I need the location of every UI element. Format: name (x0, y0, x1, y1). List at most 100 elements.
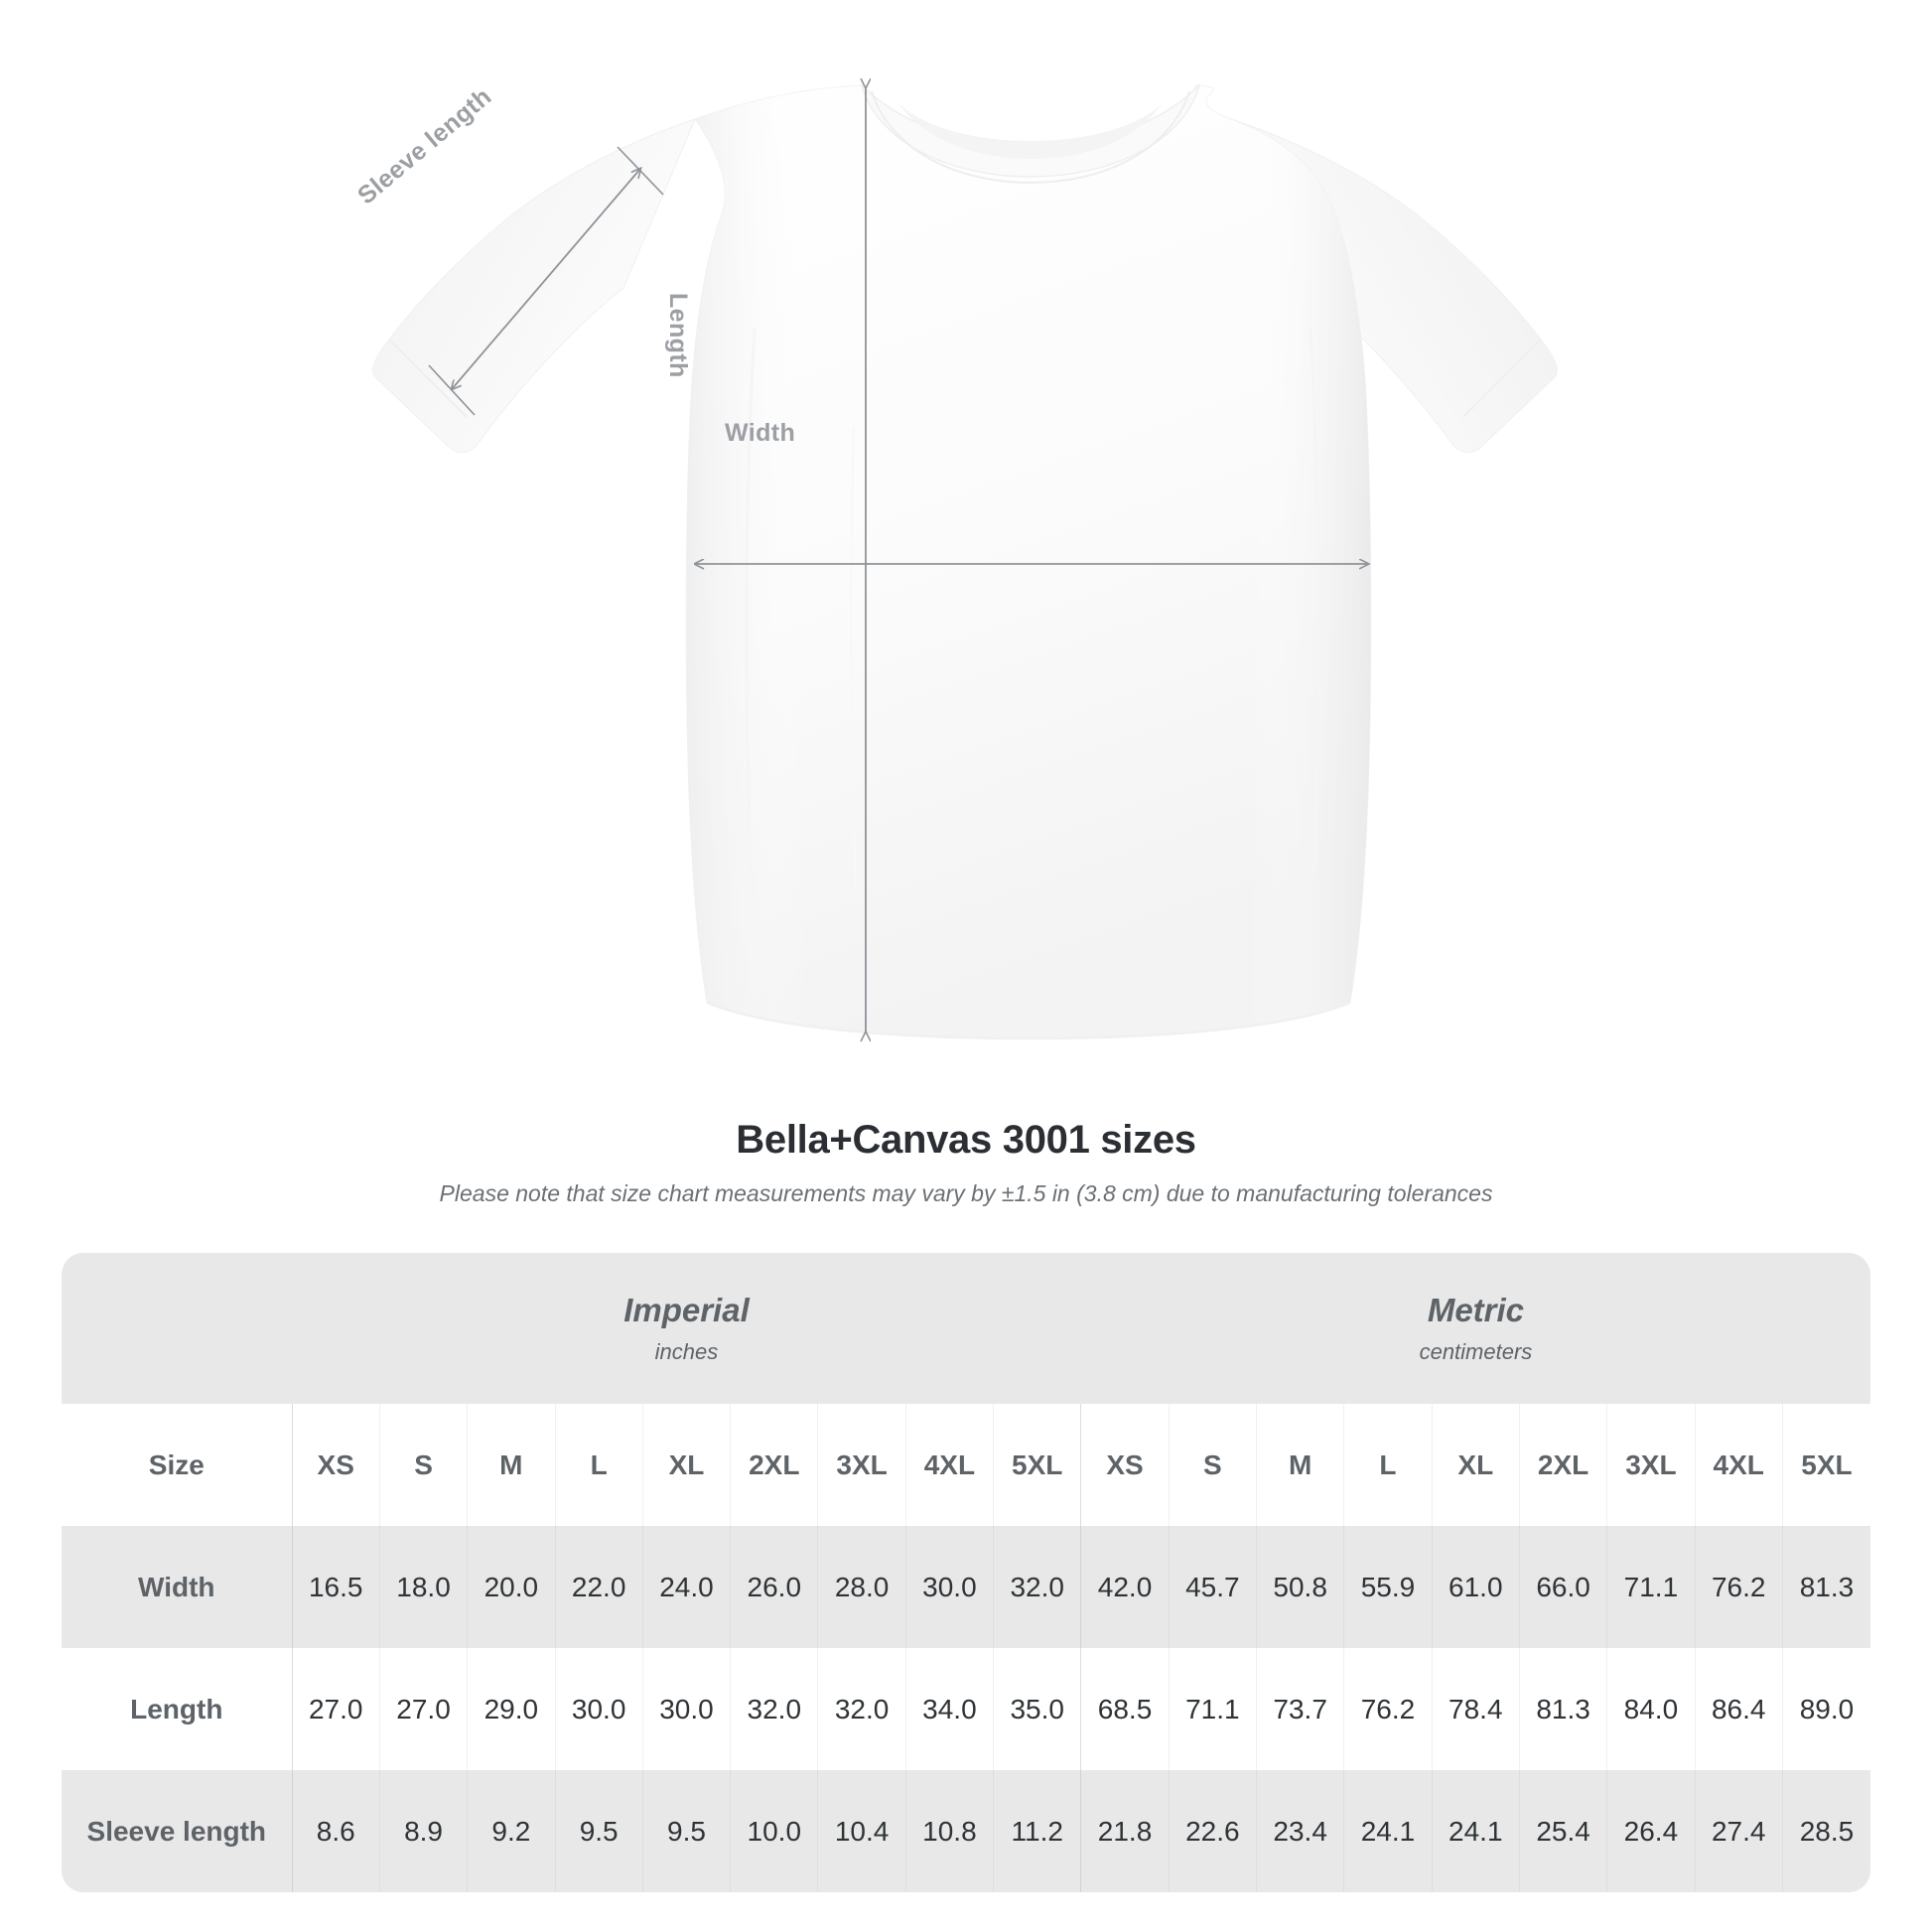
size-col-imperial-L: L (554, 1404, 643, 1526)
row-header-sleeve-length: Sleeve length (62, 1770, 293, 1892)
cell-imperial: 18.0 (378, 1526, 468, 1648)
size-col-imperial-M: M (467, 1404, 555, 1526)
cell-metric: 24.1 (1343, 1770, 1433, 1892)
cell-imperial: 27.0 (378, 1648, 468, 1770)
cell-metric: 55.9 (1343, 1526, 1433, 1648)
cell-imperial: 20.0 (467, 1526, 555, 1648)
unit-header-row: Imperial inches Metric centimeters (62, 1253, 1870, 1404)
cell-imperial: 30.0 (904, 1526, 994, 1648)
size-col-metric-L: L (1343, 1404, 1433, 1526)
size-col-imperial-2XL: 2XL (730, 1404, 818, 1526)
size-col-imperial-5XL: 5XL (993, 1404, 1081, 1526)
length-label: Length (664, 293, 692, 378)
cell-imperial: 8.6 (291, 1770, 380, 1892)
cell-imperial: 32.0 (993, 1526, 1081, 1648)
size-col-imperial-S: S (378, 1404, 468, 1526)
cell-metric: 89.0 (1781, 1648, 1870, 1770)
cell-metric: 25.4 (1518, 1770, 1607, 1892)
cell-imperial: 28.0 (817, 1526, 906, 1648)
cell-imperial: 35.0 (993, 1648, 1081, 1770)
cell-imperial: 34.0 (904, 1648, 994, 1770)
cell-metric: 76.2 (1343, 1648, 1433, 1770)
cell-imperial: 10.0 (730, 1770, 818, 1892)
cell-imperial: 24.0 (641, 1526, 731, 1648)
size-table-body: Size XS S M L XL 2XL 3XL 4XL 5XL XS S M L XL 2XL 3XL 4XL 5… (62, 1404, 1870, 1892)
cell-imperial: 10.8 (904, 1770, 994, 1892)
cell-imperial: 27.0 (291, 1648, 380, 1770)
cell-imperial: 29.0 (467, 1648, 555, 1770)
cell-metric: 71.1 (1168, 1648, 1257, 1770)
cell-metric: 76.2 (1694, 1526, 1783, 1648)
measurement-arrows (428, 87, 1368, 1033)
unit-head-metric: Metric centimeters (1080, 1253, 1870, 1404)
size-col-metric-XS: XS (1080, 1404, 1170, 1526)
cell-metric: 27.4 (1694, 1770, 1783, 1892)
cell-metric: 45.7 (1168, 1526, 1257, 1648)
cell-imperial: 30.0 (641, 1648, 731, 1770)
cell-metric: 50.8 (1255, 1526, 1344, 1648)
cell-metric: 61.0 (1431, 1526, 1520, 1648)
cell-imperial: 16.5 (291, 1526, 380, 1648)
row-header-width: Width (62, 1526, 293, 1648)
cell-imperial: 9.5 (641, 1770, 731, 1892)
cell-imperial: 30.0 (554, 1648, 643, 1770)
cell-metric: 73.7 (1255, 1648, 1344, 1770)
table-row: Width 16.5 18.0 20.0 22.0 24.0 26.0 28.0 30.0 32.… (62, 1526, 1870, 1648)
cell-imperial: 32.0 (730, 1648, 818, 1770)
size-table: Imperial inches Metric centimeters Size X… (62, 1253, 1870, 1892)
tshirt-illustration (372, 0, 1558, 1112)
width-label: Width (725, 419, 796, 447)
cell-imperial: 11.2 (993, 1770, 1081, 1892)
tshirt-shape (372, 82, 1558, 1040)
cell-imperial: 8.9 (378, 1770, 468, 1892)
unit-head-imperial: Imperial inches (292, 1253, 1081, 1404)
size-col-metric-3XL: 3XL (1606, 1404, 1696, 1526)
table-row-size: Size XS S M L XL 2XL 3XL 4XL 5XL XS S M L XL 2XL 3XL 4XL 5… (62, 1404, 1870, 1526)
cell-metric: 24.1 (1431, 1770, 1520, 1892)
cell-metric: 81.3 (1781, 1526, 1870, 1648)
size-col-metric-S: S (1168, 1404, 1257, 1526)
cell-metric: 22.6 (1168, 1770, 1257, 1892)
unit-name-metric: Metric (1427, 1292, 1525, 1329)
size-col-metric-M: M (1255, 1404, 1344, 1526)
cell-metric: 23.4 (1255, 1770, 1344, 1892)
table-row: Length 27.0 27.0 29.0 30.0 30.0 32.0 32.0 34.0 35… (62, 1648, 1870, 1770)
tshirt-diagram: Sleeve length Length Width (352, 0, 1558, 1112)
cell-metric: 68.5 (1080, 1648, 1170, 1770)
cell-metric: 42.0 (1080, 1526, 1170, 1648)
cell-imperial: 9.5 (554, 1770, 643, 1892)
size-col-metric-XL: XL (1431, 1404, 1520, 1526)
cell-imperial: 9.2 (467, 1770, 555, 1892)
unit-head-spacer (62, 1253, 293, 1404)
table-row: Sleeve length 8.6 8.9 9.2 9.5 9.5 10.0 10.4 10.8… (62, 1770, 1870, 1892)
cell-metric: 66.0 (1518, 1526, 1607, 1648)
size-col-imperial-4XL: 4XL (904, 1404, 994, 1526)
size-col-metric-2XL: 2XL (1518, 1404, 1607, 1526)
unit-sub-metric: centimeters (1419, 1338, 1533, 1364)
size-col-imperial-3XL: 3XL (817, 1404, 906, 1526)
cell-imperial: 10.4 (817, 1770, 906, 1892)
cell-metric: 71.1 (1606, 1526, 1696, 1648)
row-header-length: Length (62, 1648, 293, 1770)
chart-heading: Bella+Canvas 3001 sizes Please note that… (0, 1118, 1932, 1207)
tolerance-note: Please note that size chart measurements… (439, 1180, 1493, 1206)
cell-metric: 86.4 (1694, 1648, 1783, 1770)
size-table-wrapper: Imperial inches Metric centimeters Size X… (62, 1253, 1870, 1892)
cell-metric: 84.0 (1606, 1648, 1696, 1770)
sleeve-length-arrow (452, 169, 640, 389)
cell-metric: 81.3 (1518, 1648, 1607, 1770)
unit-sub-imperial: inches (654, 1338, 719, 1364)
cell-metric: 78.4 (1431, 1648, 1520, 1770)
cell-imperial: 22.0 (554, 1526, 643, 1648)
size-col-metric-5XL: 5XL (1781, 1404, 1870, 1526)
cell-imperial: 32.0 (817, 1648, 906, 1770)
cell-metric: 26.4 (1606, 1770, 1696, 1892)
cell-metric: 21.8 (1080, 1770, 1170, 1892)
size-table-head: Imperial inches Metric centimeters (62, 1253, 1870, 1404)
page-title: Bella+Canvas 3001 sizes (736, 1118, 1196, 1162)
unit-name-imperial: Imperial (623, 1292, 750, 1329)
size-col-metric-4XL: 4XL (1694, 1404, 1783, 1526)
size-col-imperial-XS: XS (291, 1404, 380, 1526)
cell-imperial: 26.0 (730, 1526, 818, 1648)
